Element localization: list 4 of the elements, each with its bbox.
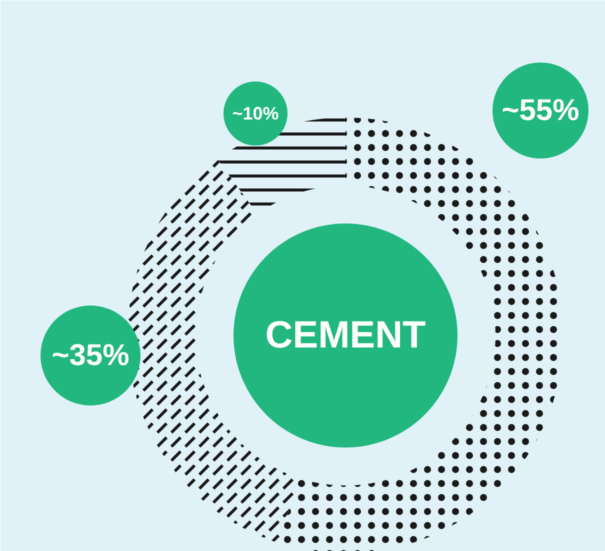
- text: CEMENT: [265, 314, 426, 356]
- data-label: ~55%: [502, 94, 580, 127]
- data-label: ~35%: [52, 339, 130, 372]
- data-label: ~10%: [232, 104, 279, 124]
